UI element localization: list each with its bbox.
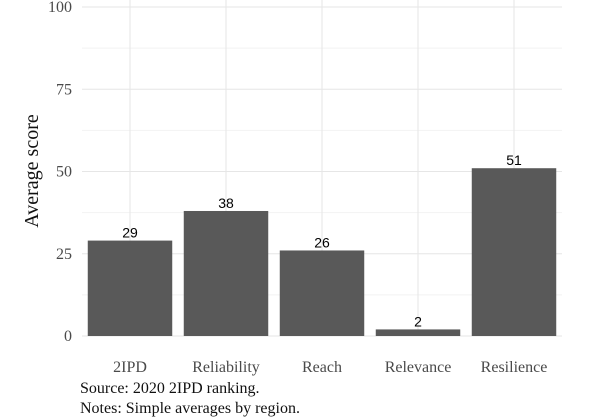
bar (87, 240, 173, 336)
y-tick-label: 25 (56, 246, 72, 263)
y-axis-ticks: 0 25 50 75 100 (48, 0, 72, 345)
data-label: 2 (414, 313, 422, 329)
bar (471, 168, 557, 336)
source-caption: Source: 2020 2IPD ranking. (80, 380, 260, 397)
x-axis-ticks: 2IPD Reliability Reach Relevance Resilience (113, 359, 547, 376)
x-tick-label: Reliability (192, 359, 260, 376)
x-tick-label: 2IPD (113, 359, 147, 376)
data-label: 38 (218, 195, 234, 211)
x-tick-label: Resilience (481, 359, 548, 376)
y-axis-title: Average score (21, 114, 43, 228)
y-tick-label: 75 (56, 81, 72, 98)
y-tick-label: 0 (64, 328, 72, 345)
bar (279, 250, 365, 336)
bar (183, 210, 269, 336)
bar (375, 329, 461, 336)
data-label: 26 (314, 234, 330, 250)
y-tick-label: 50 (56, 164, 72, 181)
data-label: 29 (122, 225, 138, 241)
y-tick-label: 100 (48, 0, 72, 16)
bars: 29 38 26 2 51 (87, 152, 557, 336)
x-tick-label: Reach (302, 359, 342, 376)
data-label: 51 (506, 152, 522, 168)
x-tick-label: Relevance (385, 359, 452, 376)
notes-caption: Notes: Simple averages by region. (80, 400, 300, 417)
